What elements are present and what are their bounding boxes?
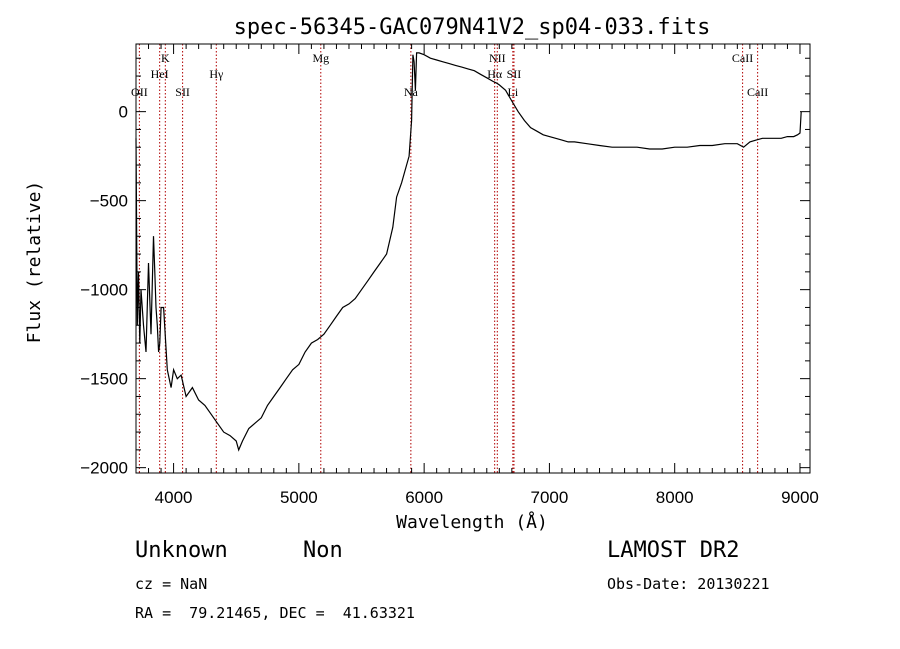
spectral-line-label: Na: [404, 85, 419, 99]
x-tick-label: 5000: [280, 488, 318, 507]
x-tick-label: 8000: [656, 488, 694, 507]
spectral-line-markers: OII K HeI SII Hγ Mg Na NII Hα SII Li CaII CaII: [131, 44, 768, 473]
spectral-line-label: Hα: [487, 67, 503, 81]
spectral-line-label: Li: [508, 85, 519, 99]
x-tick-label: 7000: [531, 488, 569, 507]
y-axis-label: Flux (relative): [24, 181, 45, 344]
y-tick-label: −1000: [80, 281, 128, 300]
x-tick-label: 6000: [405, 488, 443, 507]
spectral-line-label: Mg: [312, 51, 329, 65]
spectral-line-label: OII: [131, 85, 148, 99]
y-axis-ticks: 0 −500 −1000 −1500 −2000: [80, 57, 810, 478]
spectral-line-label: SII: [175, 85, 190, 99]
spectral-line-label: Hγ: [209, 67, 224, 81]
spectrum-series-line: [135, 52, 802, 452]
object-class: Unknown: [135, 538, 228, 563]
x-tick-label: 4000: [155, 488, 193, 507]
coordinates-text: RA = 79.21465, DEC = 41.63321: [135, 604, 415, 622]
spectral-line-label: CaII: [747, 85, 768, 99]
x-tick-label: 9000: [781, 488, 819, 507]
x-axis-label: Wavelength (Å): [396, 511, 548, 533]
y-tick-label: −2000: [80, 459, 128, 478]
survey-name: LAMOST DR2: [607, 538, 740, 563]
x-axis-ticks: 4000 5000 6000 7000 8000 9000: [135, 44, 819, 507]
y-tick-label: −1500: [80, 370, 128, 389]
obs-date-text: Obs-Date: 20130221: [607, 575, 770, 593]
spectral-line-label: K: [161, 51, 170, 65]
y-tick-label: 0: [119, 103, 128, 122]
object-subclass: Non: [303, 538, 343, 563]
spectral-line-label: NII: [489, 51, 506, 65]
spectral-line-label: HeI: [151, 67, 169, 81]
chart-title: spec-56345-GAC079N41V2_sp04-033.fits: [234, 15, 711, 40]
redshift-text: cz = NaN: [135, 575, 208, 593]
spectral-line-label: SII: [507, 67, 522, 81]
y-tick-label: −500: [90, 192, 128, 211]
spectral-line-label: CaII: [732, 51, 753, 65]
plot-frame: [135, 43, 811, 474]
